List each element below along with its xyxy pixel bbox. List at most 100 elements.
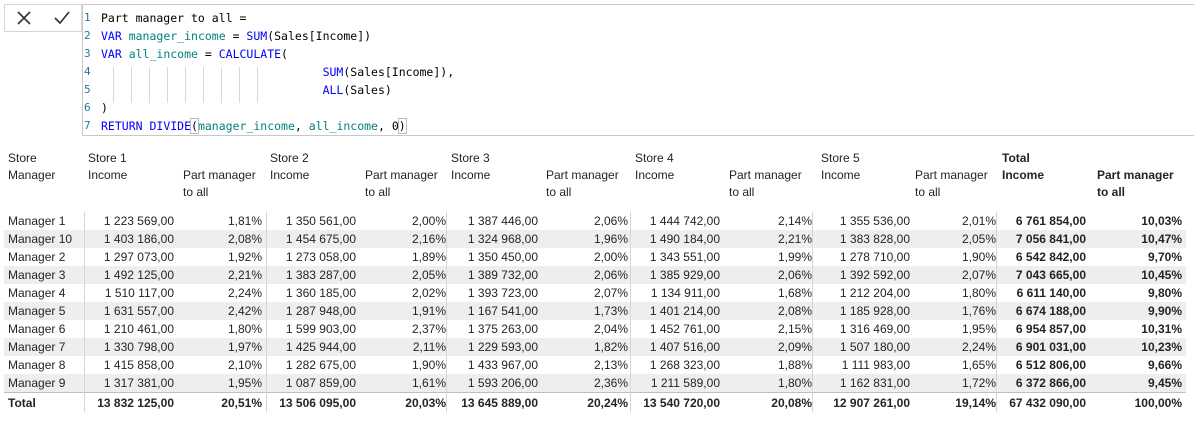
income-cell: 1 287 948,00 — [285, 304, 356, 318]
percent-cell: 2,04% — [593, 322, 628, 336]
percent-cell: 1,73% — [593, 304, 628, 318]
code-token: ( — [190, 118, 199, 134]
percent-cell: 1,76% — [961, 304, 996, 318]
percent-cell: 1,90% — [961, 250, 996, 264]
percent-cell: 1,99% — [777, 250, 812, 264]
total-column-header[interactable]: Total Income — [1002, 150, 1044, 184]
part-manager-header-line: to all — [183, 185, 209, 199]
income-header: Income — [270, 168, 310, 182]
store-column-header[interactable]: Store 2 Income — [270, 150, 309, 184]
income-cell: 1 454 675,00 — [285, 232, 356, 246]
part-manager-header-line: to all — [915, 185, 941, 199]
table-row[interactable]: Manager 10 1 403 186,00 2,08% 1 454 675,00 2… — [4, 230, 1186, 248]
dax-formula-editor[interactable]: 1 Part manager to all = 2 VAR manager_incom… — [82, 4, 1194, 136]
income-cell: 1 350 450,00 — [467, 250, 538, 264]
percent-cell: 1,80% — [227, 322, 262, 336]
percent-cell: 2,00% — [593, 250, 628, 264]
percent-cell: 2,24% — [227, 286, 262, 300]
table-row[interactable]: Manager 4 1 510 117,00 2,24% 1 360 185,00 2,… — [4, 284, 1186, 302]
total-percent-cell: 100,00% — [1134, 396, 1182, 410]
table-row[interactable]: Manager 3 1 492 125,00 2,21% 1 383 287,00 2,… — [4, 266, 1186, 284]
percent-cell: 1,80% — [961, 286, 996, 300]
income-cell: 1 317 381,00 — [103, 376, 174, 390]
code-token: all_income — [308, 119, 378, 133]
store-name: Store 1 — [88, 151, 127, 165]
income-cell: 1 273 058,00 — [285, 250, 356, 264]
code-token: DIVIDE — [149, 119, 192, 133]
table-row[interactable]: Manager 1 1 223 569,00 1,81% 1 350 561,00 2,… — [4, 212, 1186, 230]
percent-cell: 1,92% — [227, 250, 262, 264]
income-cell: 1 393 723,00 — [467, 286, 538, 300]
income-cell: 1 599 903,00 — [285, 322, 356, 336]
formula-buttons — [4, 4, 82, 32]
income-cell: 1 278 710,00 — [839, 250, 910, 264]
percent-cell: 2,42% — [227, 304, 262, 318]
row-manager-label: Manager 1 — [8, 214, 66, 228]
income-cell: 6 901 031,00 — [1015, 340, 1086, 354]
row-header-label[interactable]: Store Manager — [8, 150, 55, 184]
part-manager-header[interactable]: Part manager to all — [729, 167, 802, 201]
part-manager-header[interactable]: Part manager to all — [915, 167, 988, 201]
code-token: ) — [101, 101, 108, 115]
table-row[interactable]: Manager 7 1 330 798,00 1,97% 1 425 944,00 2,… — [4, 338, 1186, 356]
store-name: Store 3 — [451, 151, 490, 165]
table-row[interactable]: Manager 6 1 210 461,00 1,80% 1 599 903,00 2,… — [4, 320, 1186, 338]
total-income-cell: 67 432 090,00 — [1009, 396, 1086, 410]
close-icon[interactable] — [12, 6, 36, 30]
percent-cell: 2,06% — [593, 214, 628, 228]
table-row[interactable]: Manager 5 1 631 557,00 2,42% 1 287 948,00 1,… — [4, 302, 1186, 320]
percent-cell: 9,66% — [1147, 358, 1182, 372]
table-row[interactable]: Manager 8 1 415 858,00 2,10% 1 282 675,00 1,… — [4, 356, 1186, 374]
percent-cell: 2,08% — [227, 232, 262, 246]
percent-cell: 1,89% — [411, 250, 446, 264]
checkmark-icon[interactable] — [50, 6, 74, 30]
row-manager-label: Manager 2 — [8, 250, 66, 264]
indent-guide — [221, 67, 222, 103]
percent-cell: 1,97% — [227, 340, 262, 354]
percent-cell: 2,10% — [227, 358, 262, 372]
percent-cell: 10,47% — [1141, 232, 1182, 246]
percent-cell: 10,45% — [1141, 268, 1182, 282]
total-part-manager-header[interactable]: Part manager to all — [1097, 167, 1174, 201]
total-income-cell: 13 645 889,00 — [461, 396, 538, 410]
part-manager-header[interactable]: Part manager to all — [183, 167, 256, 201]
income-cell: 6 674 188,00 — [1015, 304, 1086, 318]
column-separator — [266, 212, 267, 412]
row-manager-label: Manager 9 — [8, 376, 66, 390]
total-income-cell: 13 540 720,00 — [643, 396, 720, 410]
store-name: Store 4 — [635, 151, 674, 165]
percent-cell: 1,96% — [593, 232, 628, 246]
percent-cell: 2,02% — [411, 286, 446, 300]
table-row[interactable]: Manager 2 1 297 073,00 1,92% 1 273 058,00 1,… — [4, 248, 1186, 266]
store-column-header[interactable]: Store 5 Income — [821, 150, 860, 184]
code-token: , — [294, 119, 309, 133]
row-manager-label: Manager 8 — [8, 358, 66, 372]
percent-cell: 2,37% — [411, 322, 446, 336]
part-manager-header[interactable]: Part manager to all — [546, 167, 619, 201]
income-cell: 1 444 742,00 — [649, 214, 720, 228]
code-token: 0 — [391, 119, 399, 133]
total-row[interactable]: Total 13 832 125,00 20,51% 13 506 095,00 20,… — [4, 392, 1186, 413]
row-manager-label: Manager 3 — [8, 268, 66, 282]
store-column-header[interactable]: Store 1 Income — [88, 150, 127, 184]
income-cell: 1 282 675,00 — [285, 358, 356, 372]
percent-cell: 2,06% — [593, 268, 628, 282]
column-separator — [630, 212, 631, 412]
total-name: Total — [1002, 151, 1030, 165]
table-row[interactable]: Manager 9 1 317 381,00 1,95% 1 087 859,00 1,… — [4, 374, 1186, 392]
store-column-header[interactable]: Store 4 Income — [635, 150, 674, 184]
indent-guide — [203, 67, 204, 103]
total-row-label: Total — [8, 396, 36, 410]
code-token: = — [225, 29, 247, 43]
income-cell: 1 297 073,00 — [103, 250, 174, 264]
income-cell: 1 212 204,00 — [839, 286, 910, 300]
percent-cell: 1,72% — [961, 376, 996, 390]
percent-cell: 2,07% — [961, 268, 996, 282]
code-token: ( — [281, 47, 288, 61]
percent-cell: 1,95% — [227, 376, 262, 390]
part-manager-header[interactable]: Part manager to all — [365, 167, 438, 201]
store-column-header[interactable]: Store 3 Income — [451, 150, 490, 184]
code-token: (Sales) — [343, 83, 392, 97]
income-header: Income — [635, 168, 675, 182]
percent-cell: 2,15% — [777, 322, 812, 336]
